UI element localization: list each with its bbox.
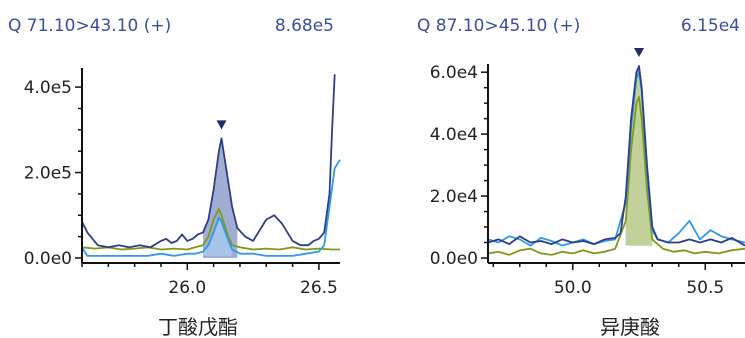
panel-1-y-tick-label: 0.0e0: [24, 249, 72, 269]
panel-2-y-tick-label: 6.0e4: [430, 63, 478, 83]
panel-2-peak-apex-marker: [634, 48, 645, 57]
panel-2-x-tick-label: 50.5: [686, 278, 724, 298]
panel-1-trace-green: [81, 208, 340, 251]
panel-1-plot-area: 0.0e0 2.0e5 4.0e5 26.0 26.5: [24, 68, 341, 298]
panel-2-y-tick-label: 4.0e4: [430, 125, 478, 145]
panel-1-trace-dark-blue: [81, 74, 336, 249]
panel-2-compound-name: 异庚酸: [600, 315, 660, 338]
panel-1-transition-label: Q 71.10>43.10 (+): [8, 16, 171, 36]
panel-2-trace-light-blue: [487, 71, 745, 247]
panel-1-peak-area-fill-light: [203, 217, 233, 256]
panel-1-trace-light-blue: [81, 159, 341, 257]
panel-1-compound-name: 丁酸戊酯: [158, 315, 238, 338]
panel-1-x-tick-label: 26.5: [300, 278, 338, 298]
panel-2-trace-green: [487, 96, 745, 256]
chromatogram-panel-2: Q 87.10>45.10 (+) 6.15e4 0.0e0 2.0e4 4.0e4…: [417, 16, 745, 338]
panel-1-max-intensity: 8.68e5: [275, 16, 334, 36]
panel-2-max-intensity: 6.15e4: [681, 16, 740, 36]
panel-1-y-tick-label: 4.0e5: [24, 78, 72, 98]
panel-1-peak-apex-marker: [216, 120, 227, 130]
panel-1-y-tick-label: 2.0e5: [24, 164, 72, 184]
panel-2-y-tick-label: 0.0e0: [430, 249, 478, 269]
panel-2-trace-dark-blue: [487, 65, 745, 247]
panel-2-y-tick-label: 2.0e4: [430, 187, 478, 207]
panel-2-x-tick-label: 50.0: [554, 278, 592, 298]
panel-1-x-tick-label: 26.0: [168, 278, 206, 298]
panel-2-transition-label: Q 87.10>45.10 (+): [417, 16, 580, 36]
panel-2-plot-area: 0.0e0 2.0e4 4.0e4 6.0e4 50.0 50.5: [430, 48, 745, 298]
chromatogram-panel-1: Q 71.10>43.10 (+) 8.68e5 0.0e0 2.0e5 4.0e5…: [8, 16, 341, 338]
